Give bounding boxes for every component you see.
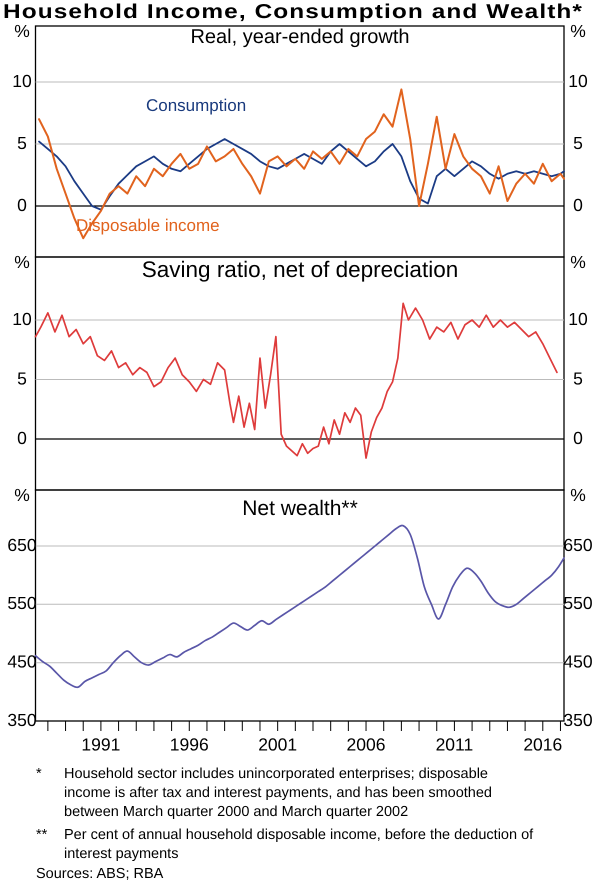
svg-text:2011: 2011 — [436, 735, 474, 755]
svg-text:5: 5 — [17, 133, 27, 153]
svg-text:%: % — [14, 21, 30, 41]
svg-text:350: 350 — [7, 710, 36, 730]
svg-text:5: 5 — [573, 133, 583, 153]
svg-text:0: 0 — [573, 195, 583, 215]
svg-text:Saving ratio, net of depreciat: Saving ratio, net of depreciation — [142, 257, 458, 282]
svg-text:2001: 2001 — [258, 735, 297, 755]
svg-text:5: 5 — [573, 369, 583, 389]
svg-text:2016: 2016 — [523, 735, 562, 755]
svg-text:1991: 1991 — [81, 735, 120, 755]
svg-text:10: 10 — [568, 71, 588, 91]
svg-text:%: % — [570, 21, 586, 41]
svg-text:%: % — [570, 485, 586, 505]
svg-text:%: % — [14, 252, 30, 272]
svg-text:0: 0 — [573, 428, 583, 448]
svg-text:%: % — [14, 485, 30, 505]
svg-text:450: 450 — [7, 652, 36, 672]
svg-text:650: 650 — [7, 535, 36, 555]
svg-text:0: 0 — [17, 195, 27, 215]
svg-text:Real, year-ended growth: Real, year-ended growth — [190, 26, 409, 48]
svg-text:550: 550 — [7, 593, 36, 613]
svg-text:Disposable income: Disposable income — [76, 216, 220, 235]
svg-text:550: 550 — [563, 593, 592, 613]
svg-text:10: 10 — [12, 71, 32, 91]
svg-text:350: 350 — [563, 710, 592, 730]
svg-text:Net wealth**: Net wealth** — [242, 497, 358, 520]
svg-text:450: 450 — [563, 652, 592, 672]
svg-text:5: 5 — [17, 369, 27, 389]
svg-text:10: 10 — [568, 309, 588, 329]
svg-text:10: 10 — [12, 309, 32, 329]
svg-text:Consumption: Consumption — [146, 96, 246, 115]
svg-text:1996: 1996 — [170, 735, 209, 755]
svg-text:650: 650 — [563, 535, 592, 555]
svg-text:%: % — [570, 252, 586, 272]
svg-text:0: 0 — [17, 428, 27, 448]
svg-text:2006: 2006 — [347, 735, 386, 755]
